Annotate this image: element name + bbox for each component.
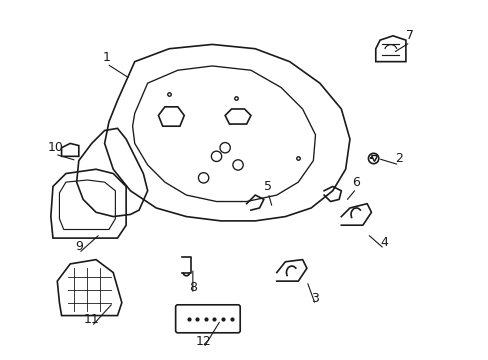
Text: 1: 1 (102, 51, 110, 64)
Text: 2: 2 (395, 152, 403, 165)
Text: 6: 6 (352, 176, 360, 189)
Text: 3: 3 (311, 292, 319, 305)
Text: 5: 5 (264, 180, 272, 193)
Text: 11: 11 (83, 313, 100, 327)
Text: 12: 12 (195, 335, 211, 348)
FancyBboxPatch shape (175, 305, 240, 333)
Text: 10: 10 (47, 141, 63, 154)
Text: 7: 7 (406, 29, 413, 42)
Text: 8: 8 (188, 281, 197, 294)
Text: 9: 9 (75, 240, 82, 253)
Text: 4: 4 (380, 236, 387, 249)
